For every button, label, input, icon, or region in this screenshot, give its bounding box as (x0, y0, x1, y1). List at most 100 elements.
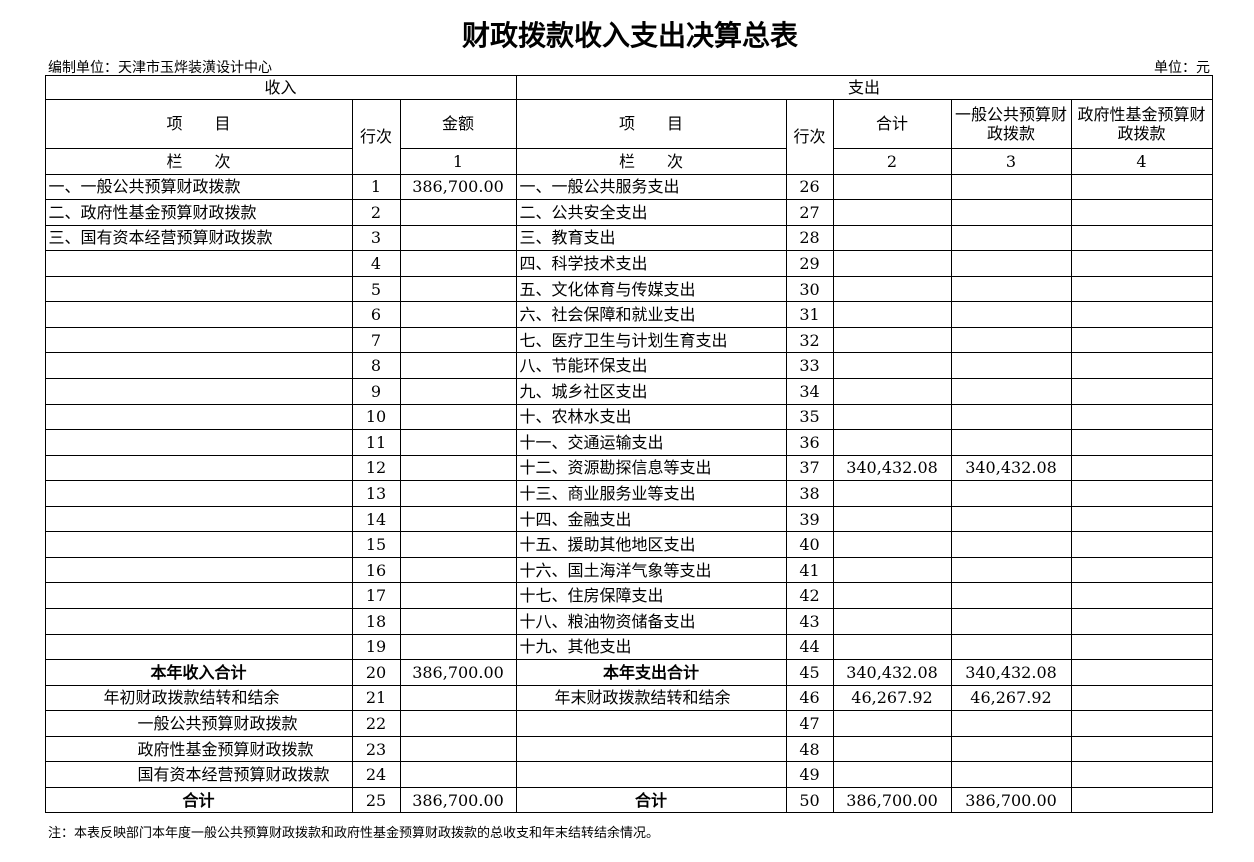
line-no-text: 19 (365, 637, 387, 657)
line-no: 41 (785, 556, 834, 584)
amount (1070, 429, 1213, 456)
item-cell: 十八、粮油物资储备支出 (515, 608, 787, 635)
item-cell-text: 七、医疗卫生与计划生育支出 (519, 330, 728, 350)
amount (950, 199, 1072, 226)
amount (399, 608, 517, 635)
item-cell: 国有资本经营预算财政拨款 (44, 761, 353, 788)
column-header: 政府性基金预算财政拨款 (1070, 98, 1213, 149)
amount (399, 480, 517, 507)
amount (1070, 250, 1213, 277)
amount-text: 386,700.00 (846, 790, 938, 810)
line-no: 50 (785, 786, 834, 814)
item-cell-text: 十八、粮油物资储备支出 (519, 611, 696, 631)
item-cell: 七、医疗卫生与计划生育支出 (515, 326, 787, 354)
amount: 340,432.08 (832, 659, 952, 686)
line-no: 14 (351, 505, 401, 533)
item-cell: 九、城乡社区支出 (515, 377, 787, 405)
line-no: 24 (351, 761, 401, 788)
item-cell-text: 一般公共预算财政拨款 (137, 714, 298, 734)
amount (1070, 480, 1213, 507)
line-no: 27 (785, 199, 834, 226)
amount (832, 275, 952, 303)
line-no: 26 (785, 173, 834, 201)
line-no-text: 29 (799, 253, 820, 273)
header-expense-text: 支出 (847, 77, 880, 97)
amount (399, 429, 517, 456)
line-no-text: 36 (799, 432, 820, 452)
item-cell (44, 326, 353, 354)
item-cell (44, 531, 353, 558)
item-cell: 十、农林水支出 (515, 403, 787, 431)
amount-text: 386,700.00 (965, 790, 1057, 810)
amount (950, 377, 1072, 405)
amount: 386,700.00 (399, 659, 517, 686)
amount (832, 403, 952, 431)
amount (950, 505, 1072, 533)
amount (950, 352, 1072, 379)
item-cell (44, 377, 353, 405)
line-no: 22 (351, 710, 401, 737)
item-cell (44, 352, 353, 379)
amount (832, 429, 952, 456)
item-cell-text: 十二、资源勘探信息等支出 (519, 458, 712, 478)
line-no: 42 (785, 582, 834, 609)
item-cell: 十二、资源勘探信息等支出 (515, 454, 787, 482)
amount (1070, 582, 1213, 609)
item-cell (44, 582, 353, 609)
amount (1070, 684, 1213, 712)
item-cell (515, 735, 787, 763)
line-no: 7 (351, 326, 401, 354)
amount (832, 326, 952, 354)
line-no-text: 31 (799, 305, 820, 325)
amount (950, 429, 1072, 456)
unit: 单位：元 (1154, 60, 1210, 76)
amount (399, 556, 517, 584)
amount (399, 352, 517, 379)
amount (832, 173, 952, 201)
item-cell: 十五、援助其他地区支出 (515, 531, 787, 558)
column-number: 3 (950, 147, 1072, 175)
item-cell-text: 一、一般公共服务支出 (519, 177, 680, 197)
amount (832, 556, 952, 584)
amount (399, 250, 517, 277)
line-no-text: 44 (799, 637, 820, 657)
amount (399, 199, 517, 226)
line-no-text: 25 (365, 790, 387, 810)
column-header: 项 目 (44, 98, 353, 149)
line-no-text: 46 (799, 688, 820, 708)
amount: 386,700.00 (950, 786, 1072, 814)
item-cell: 政府性基金预算财政拨款 (44, 735, 353, 763)
line-no: 19 (351, 633, 401, 661)
item-cell: 年初财政拨款结转和结余 (44, 684, 353, 712)
line-no-text: 45 (799, 662, 820, 682)
line-no-text: 4 (370, 253, 382, 273)
item-cell (44, 608, 353, 635)
column-header-text: 政府性基金预算财政拨款 (1077, 104, 1206, 143)
header-income: 收入 (44, 74, 517, 100)
item-cell (44, 250, 353, 277)
amount (1070, 761, 1213, 788)
line-no: 4 (351, 250, 401, 277)
column-header: 行次 (351, 98, 401, 175)
item-cell-text: 十四、金融支出 (519, 509, 632, 529)
line-no: 6 (351, 301, 401, 328)
line-no-text: 7 (370, 330, 382, 350)
amount (399, 531, 517, 558)
line-no-text: 13 (365, 483, 387, 503)
org: 编制单位：天津市玉烨装潢设计中心 (48, 60, 272, 76)
line-no-text: 28 (799, 228, 820, 248)
line-no-text: 23 (365, 739, 387, 759)
amount (950, 403, 1072, 431)
amount (1070, 224, 1213, 252)
amount (950, 761, 1072, 788)
amount (950, 633, 1072, 661)
item-cell: 十三、商业服务业等支出 (515, 480, 787, 507)
line-no-text: 48 (799, 739, 820, 759)
amount (1070, 786, 1213, 814)
line-no-text: 34 (799, 381, 820, 401)
amount (399, 454, 517, 482)
column-header-text: 项 目 (618, 114, 683, 133)
amount (832, 531, 952, 558)
line-no: 44 (785, 633, 834, 661)
amount (832, 377, 952, 405)
